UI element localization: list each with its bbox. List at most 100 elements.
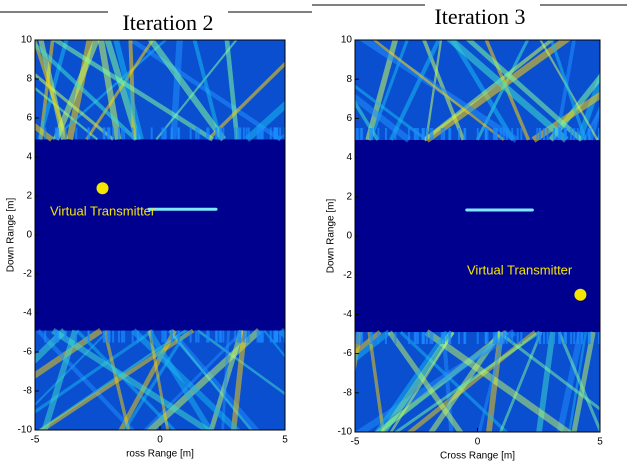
y-tick-label: 2 bbox=[26, 191, 32, 202]
streak bbox=[355, 84, 428, 142]
point bbox=[96, 182, 109, 195]
streak bbox=[387, 330, 464, 432]
streak bbox=[38, 328, 195, 430]
annotation: Virtual Transmitter bbox=[50, 203, 156, 218]
y-tick-label: 4 bbox=[26, 152, 32, 163]
annotation: Virtual Transmitter bbox=[467, 262, 573, 277]
y-axis-label: Down Range [m] bbox=[6, 198, 17, 273]
x-tick-label: -5 bbox=[351, 437, 360, 448]
streak bbox=[41, 329, 79, 430]
streak bbox=[582, 106, 600, 141]
streak bbox=[146, 329, 214, 430]
streak bbox=[145, 328, 262, 430]
streak bbox=[128, 40, 137, 140]
x-tick-label: 5 bbox=[597, 437, 603, 448]
point bbox=[574, 288, 587, 301]
streak bbox=[51, 328, 213, 430]
streak bbox=[102, 330, 131, 430]
y-tick-label: 10 bbox=[341, 35, 353, 46]
y-tick-label: -10 bbox=[338, 427, 353, 438]
streak bbox=[35, 329, 110, 407]
streak bbox=[35, 72, 115, 141]
streak bbox=[380, 330, 455, 432]
streak bbox=[206, 61, 285, 141]
streak bbox=[197, 329, 285, 396]
streak bbox=[423, 40, 555, 142]
streak bbox=[441, 331, 454, 432]
streak bbox=[445, 40, 569, 143]
streak bbox=[263, 329, 285, 359]
streak bbox=[568, 331, 588, 432]
streak bbox=[393, 330, 541, 432]
streak bbox=[127, 40, 282, 142]
y-tick-label: 0 bbox=[346, 231, 352, 242]
streak bbox=[465, 40, 584, 142]
streak bbox=[355, 329, 391, 363]
y-axis-label: Down Range [m] bbox=[326, 199, 337, 274]
x-tick-label: 5 bbox=[282, 435, 288, 446]
y-tick-label: 6 bbox=[346, 113, 352, 124]
streak bbox=[589, 103, 600, 141]
title: Iteration 2 bbox=[122, 10, 213, 35]
streak bbox=[122, 329, 189, 430]
y-tick-label: -6 bbox=[23, 347, 32, 358]
glint bbox=[147, 207, 218, 211]
streak bbox=[155, 40, 238, 141]
x-tick-label: 0 bbox=[157, 435, 163, 446]
streak bbox=[557, 331, 600, 432]
streak bbox=[371, 40, 505, 141]
streak bbox=[536, 331, 556, 432]
streak bbox=[389, 40, 442, 141]
heatmap bbox=[35, 40, 285, 430]
y-tick-label: 0 bbox=[26, 230, 32, 241]
x-axis-label: Cross Range [m] bbox=[440, 451, 515, 462]
streak bbox=[37, 40, 69, 140]
y-tick-label: -2 bbox=[343, 270, 352, 281]
streak bbox=[36, 329, 136, 430]
streak bbox=[374, 330, 449, 432]
y-tick-label: 8 bbox=[26, 74, 32, 85]
y-tick-label: -6 bbox=[343, 348, 352, 359]
streak bbox=[576, 70, 600, 141]
y-tick-label: 6 bbox=[26, 113, 32, 124]
y-tick-label: 4 bbox=[346, 152, 352, 163]
streak bbox=[355, 330, 382, 356]
streak bbox=[549, 40, 587, 141]
streak bbox=[147, 40, 227, 142]
streak bbox=[365, 40, 399, 141]
streak bbox=[596, 131, 600, 141]
streak bbox=[369, 40, 409, 141]
y-tick-label: 8 bbox=[346, 74, 352, 85]
streak bbox=[230, 330, 248, 430]
x-tick-label: -5 bbox=[31, 435, 40, 446]
y-tick-label: -2 bbox=[23, 269, 32, 280]
streak bbox=[424, 329, 574, 432]
streak bbox=[389, 331, 455, 432]
streak bbox=[192, 40, 223, 140]
streak bbox=[499, 331, 543, 432]
glint bbox=[465, 208, 534, 212]
streak bbox=[355, 99, 380, 141]
x-tick-label: 0 bbox=[475, 437, 481, 448]
streak bbox=[35, 328, 67, 365]
streak bbox=[477, 331, 506, 432]
streak bbox=[35, 329, 155, 414]
streak bbox=[244, 100, 285, 142]
streak bbox=[51, 40, 214, 142]
title: Iteration 3 bbox=[434, 4, 525, 29]
streak bbox=[35, 328, 103, 379]
streak bbox=[148, 330, 170, 430]
y-tick-label: -8 bbox=[343, 387, 352, 398]
y-tick-label: -4 bbox=[343, 309, 352, 320]
streak bbox=[221, 330, 231, 430]
streak bbox=[35, 41, 138, 141]
streak bbox=[224, 40, 240, 140]
x-axis-label: ross Range [m] bbox=[126, 449, 194, 460]
streak bbox=[170, 40, 183, 140]
y-tick-label: -10 bbox=[18, 425, 33, 436]
y-tick-label: -4 bbox=[23, 308, 32, 319]
heatmap bbox=[355, 40, 600, 432]
streak bbox=[168, 329, 253, 430]
y-tick-label: 2 bbox=[346, 191, 352, 202]
